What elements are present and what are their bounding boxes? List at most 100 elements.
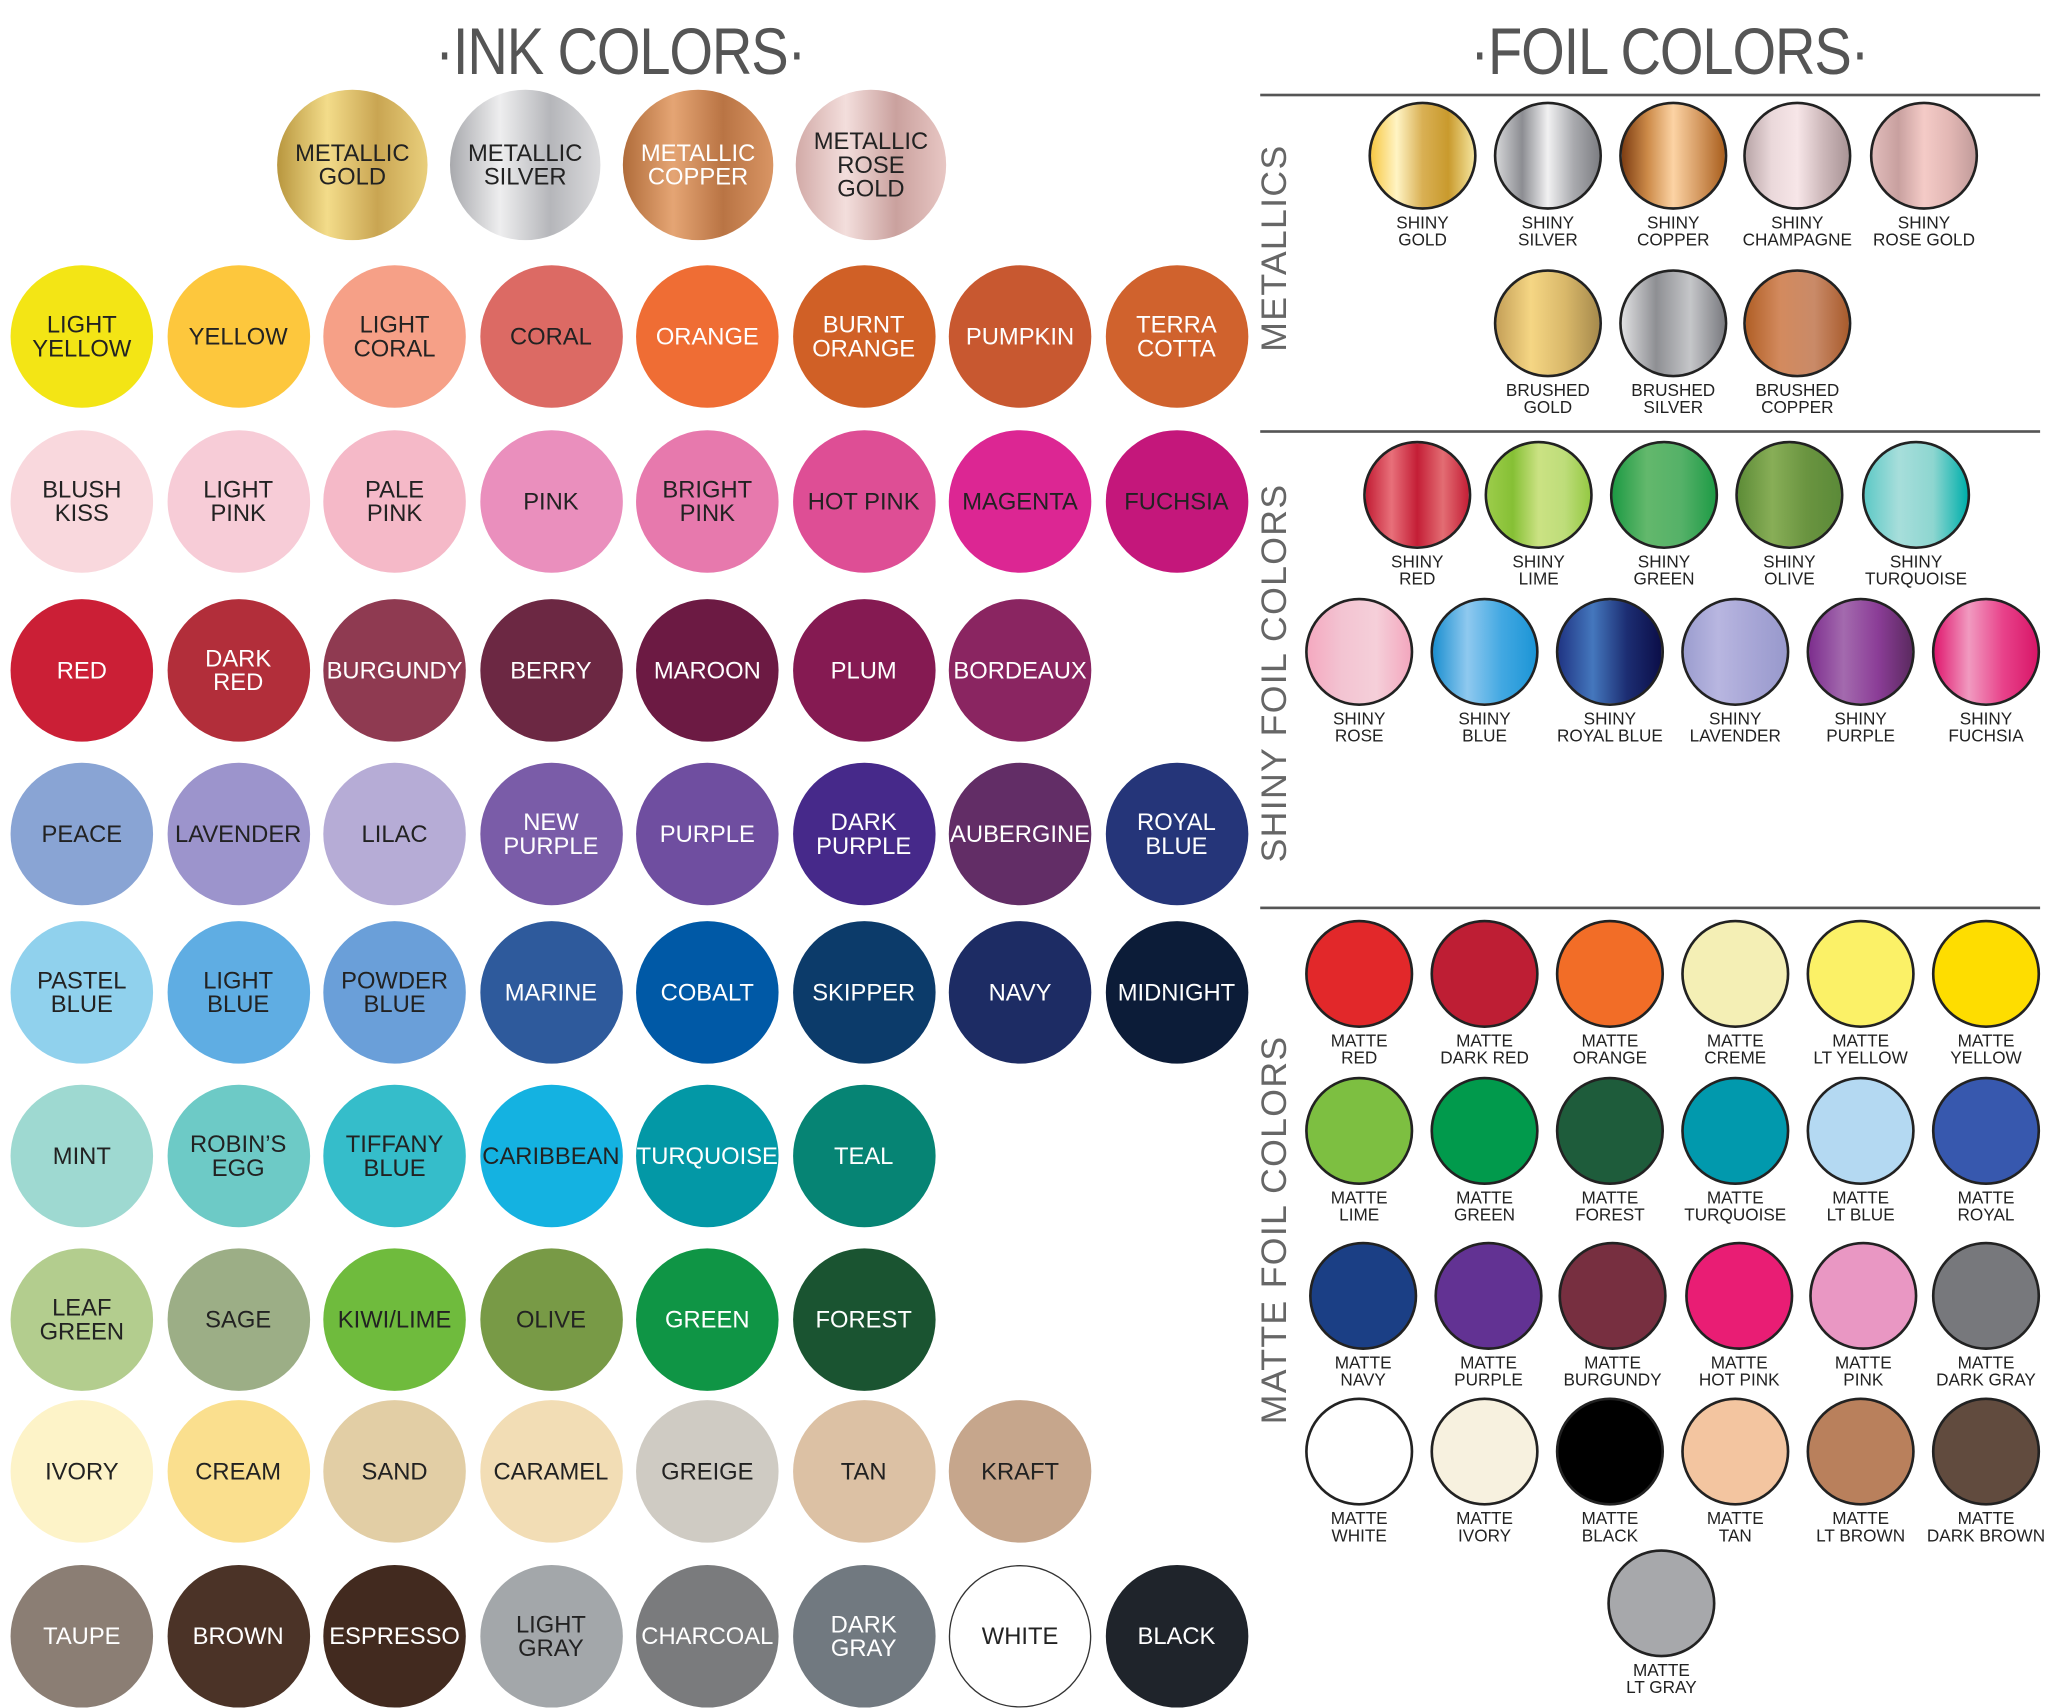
foil-swatch-matte-dark-brown (1931, 1397, 2041, 1506)
ink-swatch-tan: Tan (792, 1400, 935, 1543)
ink-swatch-cream: Cream (166, 1400, 310, 1543)
ink-swatch-dark-purple: Dark Purple (792, 762, 935, 906)
foil-swatch-label: SHINY ROSE GOLD (1872, 212, 1975, 250)
ink-swatch-midnight: Midnight (1105, 921, 1248, 1064)
ink-swatch-taupe: Taupe (10, 1565, 154, 1708)
foil-swatch-matte-dark-red (1430, 919, 1539, 1028)
foil-swatch-matte-royal (1931, 1076, 2041, 1186)
foil-swatch-brushed-silver (1619, 269, 1728, 378)
foil-swatch-label: MATTE WHITE (1330, 1508, 1388, 1546)
ink-swatch-leaf-green: Leaf Green (10, 1248, 154, 1391)
divider (1260, 906, 2041, 910)
matte-foil-section-label: MATTE FOIL COLORS (1254, 1035, 1294, 1425)
ink-swatch-light-yellow: Light Yellow (10, 265, 154, 408)
ink-swatch-aubergine: Aubergine (948, 762, 1092, 906)
foil-swatch-matte-hot-pink (1685, 1241, 1794, 1350)
ink-swatch-dark-red: Dark Red (166, 599, 310, 742)
ink-swatch-terra-cotta: Terra Cotta (1105, 265, 1248, 408)
ink-swatch-light-gray: Light Gray (479, 1565, 623, 1708)
ink-swatch-olive: Olive (479, 1248, 623, 1391)
ink-swatch-pale-pink: Pale Pink (323, 430, 466, 573)
foil-swatch-shiny-red (1363, 440, 1472, 549)
foil-swatch-label: MATTE NAVY (1334, 1352, 1392, 1390)
ink-swatch-sand: Sand (323, 1400, 466, 1543)
ink-swatch-greige: Greige (636, 1400, 779, 1543)
ink-swatch-turquoise: Turquoise (636, 1084, 779, 1228)
foil-swatch-matte-navy (1309, 1241, 1418, 1350)
ink-swatch-caribbean: Caribbean (479, 1084, 623, 1228)
foil-swatch-label: MATTE LT BROWN (1816, 1508, 1906, 1546)
foil-swatch-label: MATTE DARK BROWN (1926, 1508, 2046, 1546)
ink-swatch-burnt-orange: Burnt Orange (792, 265, 935, 408)
foil-swatch-label: BRUSHED COPPER (1755, 380, 1840, 417)
foil-swatch-label: MATTE LT GRAY (1626, 1660, 1697, 1698)
foil-swatch-matte-green (1430, 1076, 1539, 1186)
ink-swatch-sage: Sage (166, 1248, 310, 1391)
ink-swatch-burgundy: Burgundy (323, 599, 466, 742)
foil-swatch-shiny-purple (1806, 597, 1915, 706)
foil-swatch-label: MATTE ROYAL (1957, 1187, 2015, 1225)
ink-swatch-lavender: Lavender (166, 762, 310, 906)
ink-swatch-pumpkin: Pumpkin (948, 265, 1092, 408)
foil-swatch-label: SHINY ROYAL BLUE (1556, 708, 1663, 746)
ink-swatch-light-pink: Light Pink (166, 430, 310, 573)
foil-swatch-brushed-gold (1493, 269, 1602, 378)
foil-swatch-matte-creme (1681, 919, 1790, 1028)
foil-swatch-label: BRUSHED GOLD (1505, 380, 1590, 417)
ink-swatch-metallic-copper: Metallic Copper (622, 89, 774, 241)
ink-swatch-peace: Peace (10, 762, 154, 906)
ink-swatch-hot-pink: Hot Pink (792, 430, 935, 573)
foil-swatch-matte-forest (1555, 1076, 1665, 1186)
ink-swatch-tiffany-blue: Tiffany Blue (323, 1084, 466, 1228)
foil-swatch-shiny-olive (1735, 440, 1844, 549)
ink-swatch-plum: Plum (792, 599, 935, 742)
ink-swatch-charcoal: Charcoal (636, 1565, 779, 1708)
foil-swatch-label: SHINY RED (1391, 551, 1444, 589)
ink-swatch-pastel-blue: Pastel Blue (10, 921, 154, 1064)
foil-swatch-label: MATTE ORANGE (1572, 1030, 1648, 1068)
foil-swatch-label: MATTE TAN (1706, 1508, 1764, 1546)
foil-swatch-label: MATTE FOREST (1575, 1187, 1645, 1225)
ink-swatch-robin-s-egg: Robin’s Egg (166, 1084, 310, 1228)
foil-swatch-label: SHINY LAVENDER (1689, 708, 1781, 746)
foil-swatch-matte-tan (1681, 1397, 1790, 1506)
foil-swatch-label: SHINY TURQUOISE (1865, 551, 1968, 589)
ink-swatch-maroon: Maroon (636, 599, 779, 742)
ink-swatch-ivory: Ivory (10, 1400, 154, 1543)
foil-swatch-label: MATTE TURQUOISE (1684, 1187, 1787, 1225)
foil-swatch-label: MATTE DARK GRAY (1936, 1352, 2036, 1390)
ink-swatch-metallic-rose-gold: Metallic Rose Gold (795, 89, 947, 241)
foil-swatch-shiny-silver (1493, 101, 1602, 210)
ink-swatch-navy: Navy (948, 921, 1092, 1064)
foil-swatch-label: MATTE GREEN (1454, 1187, 1516, 1225)
foil-swatch-label: MATTE PURPLE (1454, 1352, 1523, 1390)
foil-swatch-shiny-royal-blue (1555, 597, 1665, 706)
ink-swatch-mint: Mint (10, 1084, 154, 1228)
foil-swatch-label: SHINY GOLD (1396, 212, 1449, 250)
foil-swatch-shiny-green (1609, 440, 1719, 549)
shiny-foil-section-label: SHINY FOIL COLORS (1254, 483, 1294, 863)
foil-swatch-label: MATTE IVORY (1456, 1508, 1513, 1546)
ink-swatch-coral: Coral (479, 265, 623, 408)
foil-swatch-shiny-copper (1619, 101, 1728, 210)
ink-swatch-powder-blue: Powder Blue (323, 921, 466, 1064)
foil-colors-title: ·FOIL COLORS· (1470, 14, 1869, 89)
ink-swatch-light-blue: Light Blue (166, 921, 310, 1064)
ink-swatch-bordeaux: Bordeaux (948, 599, 1092, 742)
ink-swatch-red: Red (10, 599, 154, 742)
foil-swatch-matte-ivory (1430, 1397, 1539, 1506)
foil-swatch-label: MATTE BURGUNDY (1563, 1352, 1662, 1390)
foil-swatch-label: MATTE PINK (1834, 1352, 1892, 1390)
foil-swatch-shiny-rose (1305, 597, 1414, 706)
foil-swatch-label: BRUSHED SILVER (1631, 380, 1716, 417)
ink-swatch-skipper: Skipper (792, 921, 935, 1064)
foil-swatch-matte-lt-brown (1806, 1397, 1915, 1506)
ink-swatch-fuchsia: Fuchsia (1105, 430, 1248, 573)
foil-swatch-shiny-fuchsia (1931, 597, 2041, 706)
foil-swatch-label: SHINY FUCHSIA (1948, 708, 2024, 746)
foil-swatch-shiny-turquoise (1861, 440, 1971, 549)
ink-swatch-lilac: Lilac (323, 762, 466, 906)
foil-swatch-shiny-lavender (1681, 597, 1790, 706)
foil-swatch-matte-purple (1434, 1241, 1543, 1350)
